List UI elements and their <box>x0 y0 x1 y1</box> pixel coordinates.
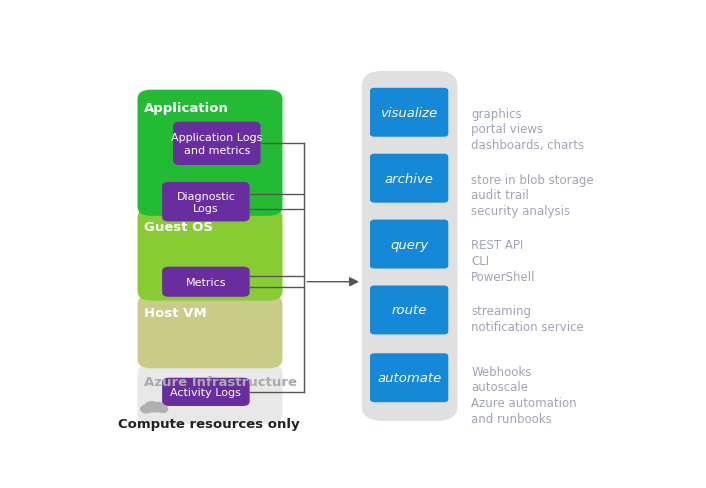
Text: Azure Infrastructure: Azure Infrastructure <box>144 376 297 388</box>
Text: visualize: visualize <box>381 106 438 120</box>
FancyBboxPatch shape <box>162 183 250 222</box>
Text: Diagnostic
Logs: Diagnostic Logs <box>176 191 235 213</box>
Text: automate: automate <box>377 371 441 385</box>
Text: audit trail: audit trail <box>472 189 529 202</box>
Text: and runbooks: and runbooks <box>472 412 552 425</box>
Text: Activity Logs: Activity Logs <box>170 387 241 397</box>
Text: autoscale: autoscale <box>472 381 528 393</box>
Text: notification service: notification service <box>472 321 584 333</box>
FancyBboxPatch shape <box>138 365 282 424</box>
FancyBboxPatch shape <box>370 353 448 403</box>
Text: security analysis: security analysis <box>472 205 570 218</box>
Text: Application: Application <box>144 102 229 115</box>
Text: Compute resources only: Compute resources only <box>118 418 299 430</box>
FancyBboxPatch shape <box>370 220 448 269</box>
FancyBboxPatch shape <box>162 378 250 406</box>
Text: Application Logs
and metrics: Application Logs and metrics <box>171 133 263 155</box>
FancyBboxPatch shape <box>361 72 457 421</box>
Circle shape <box>157 406 167 412</box>
Text: archive: archive <box>385 172 433 185</box>
FancyBboxPatch shape <box>138 295 282 368</box>
Circle shape <box>140 406 152 413</box>
Text: dashboards, charts: dashboards, charts <box>472 139 585 152</box>
Text: streaming: streaming <box>472 305 531 318</box>
Circle shape <box>152 403 164 411</box>
Text: route: route <box>391 304 427 317</box>
Text: Guest OS: Guest OS <box>144 220 213 233</box>
Text: Metrics: Metrics <box>186 277 226 287</box>
Text: portal views: portal views <box>472 123 544 136</box>
Text: Webhooks: Webhooks <box>472 365 532 378</box>
Text: graphics: graphics <box>472 107 522 121</box>
Text: store in blob storage: store in blob storage <box>472 173 594 186</box>
FancyBboxPatch shape <box>142 407 167 412</box>
Text: query: query <box>390 238 429 251</box>
FancyBboxPatch shape <box>370 286 448 335</box>
FancyBboxPatch shape <box>370 154 448 203</box>
FancyBboxPatch shape <box>370 89 448 138</box>
Text: REST API: REST API <box>472 239 524 252</box>
FancyBboxPatch shape <box>138 90 282 216</box>
Text: Azure automation: Azure automation <box>472 396 577 409</box>
FancyBboxPatch shape <box>162 267 250 297</box>
Circle shape <box>145 402 159 412</box>
FancyBboxPatch shape <box>138 209 282 301</box>
Text: CLI: CLI <box>472 255 489 268</box>
Text: PowerShell: PowerShell <box>472 270 536 284</box>
FancyBboxPatch shape <box>173 122 261 165</box>
Text: Host VM: Host VM <box>144 306 207 320</box>
